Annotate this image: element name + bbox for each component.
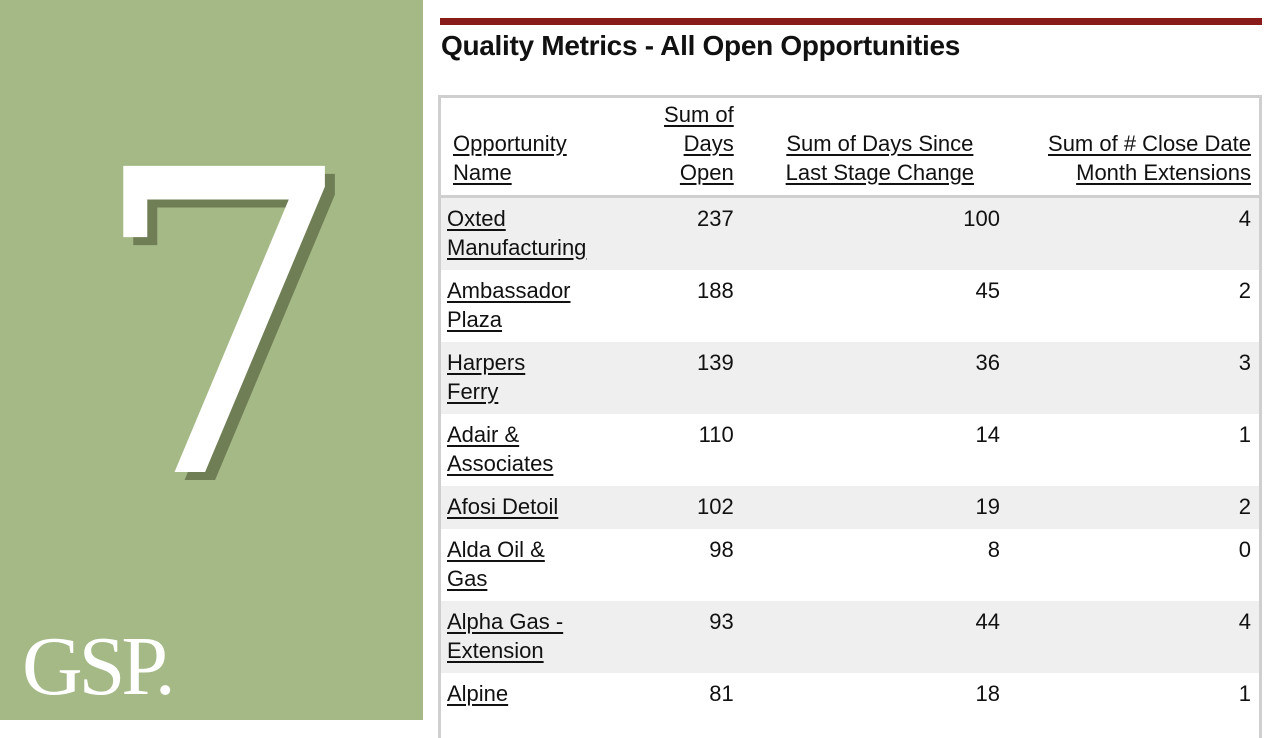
days-since-stage-cell: 14 [975, 421, 1000, 447]
days-open-cell: 110 [698, 421, 734, 447]
days-since-stage-cell: 100 [963, 205, 1000, 231]
table-body: Oxted Manufacturing 237 100 4 Ambassador… [441, 196, 1259, 716]
opportunity-link[interactable]: Alpha Gas - Extension [447, 608, 564, 663]
table-row: Alpine 81 18 1 [441, 672, 1259, 716]
table-row: Alda Oil & Gas 98 8 0 [441, 528, 1259, 601]
opportunity-link[interactable]: Alpine [447, 680, 509, 706]
opportunity-link[interactable]: Adair & Associates [447, 421, 554, 476]
column-header-close-date-extensions[interactable]: Sum of # Close Date Month Extensions [1018, 98, 1259, 196]
extensions-cell: 0 [1238, 536, 1251, 562]
column-header-label: Sum of Days Since Last Stage Change [785, 130, 975, 185]
table-row: Ambassador Plaza 188 45 2 [441, 269, 1259, 342]
days-open-cell: 81 [709, 680, 734, 706]
report-title: Quality Metrics - All Open Opportunities [441, 30, 961, 61]
report-table: Opportunity Name Sum of Days Open Sum of… [441, 98, 1259, 716]
days-since-stage-cell: 44 [975, 608, 1000, 634]
days-open-cell: 93 [709, 608, 734, 634]
extensions-cell: 1 [1238, 680, 1251, 706]
extensions-cell: 1 [1238, 421, 1251, 447]
title-rule [440, 18, 1262, 25]
table-row: Afosi Detoil 102 19 2 [441, 485, 1259, 529]
column-header-opportunity-name[interactable]: Opportunity Name [441, 98, 627, 196]
opportunity-link[interactable]: Afosi Detoil [447, 493, 559, 519]
days-open-cell: 237 [697, 205, 734, 231]
extensions-cell: 2 [1238, 277, 1251, 303]
days-since-stage-cell: 8 [987, 536, 1000, 562]
table-row: Oxted Manufacturing 237 100 4 [441, 196, 1259, 270]
table-row: Harpers Ferry 139 36 3 [441, 341, 1259, 414]
days-open-cell: 102 [697, 493, 734, 519]
left-panel: 7 GSP. [0, 0, 423, 720]
column-header-label: Sum of Days Open [664, 101, 734, 185]
extensions-cell: 4 [1238, 608, 1251, 634]
column-header-days-since-stage[interactable]: Sum of Days Since Last Stage Change [742, 98, 1018, 196]
opportunity-link[interactable]: Harpers Ferry [447, 349, 526, 404]
gsp-logo: GSP. [22, 620, 176, 713]
extensions-cell: 2 [1238, 493, 1251, 519]
days-since-stage-cell: 19 [975, 493, 1000, 519]
table-row: Alpha Gas - Extension 93 44 4 [441, 600, 1259, 673]
report-table-frame: Opportunity Name Sum of Days Open Sum of… [438, 95, 1262, 738]
extensions-cell: 3 [1238, 349, 1251, 375]
days-open-cell: 98 [709, 536, 734, 562]
extensions-cell: 4 [1238, 205, 1251, 231]
opportunity-link[interactable]: Oxted Manufacturing [447, 205, 587, 260]
opportunity-link[interactable]: Alda Oil & Gas [447, 536, 545, 591]
opportunity-link[interactable]: Ambassador Plaza [447, 277, 571, 332]
slide-number: 7 [88, 83, 356, 572]
table-row: Adair & Associates 110 14 1 [441, 413, 1259, 486]
days-open-cell: 188 [697, 277, 734, 303]
days-since-stage-cell: 36 [975, 349, 1000, 375]
column-header-label: Opportunity Name [453, 130, 567, 185]
days-since-stage-cell: 45 [975, 277, 1000, 303]
column-header-label: Sum of # Close Date Month Extensions [1048, 130, 1251, 185]
column-header-days-open[interactable]: Sum of Days Open [627, 98, 742, 196]
days-open-cell: 139 [697, 349, 734, 375]
table-header-row: Opportunity Name Sum of Days Open Sum of… [441, 98, 1259, 196]
days-since-stage-cell: 18 [975, 680, 1000, 706]
